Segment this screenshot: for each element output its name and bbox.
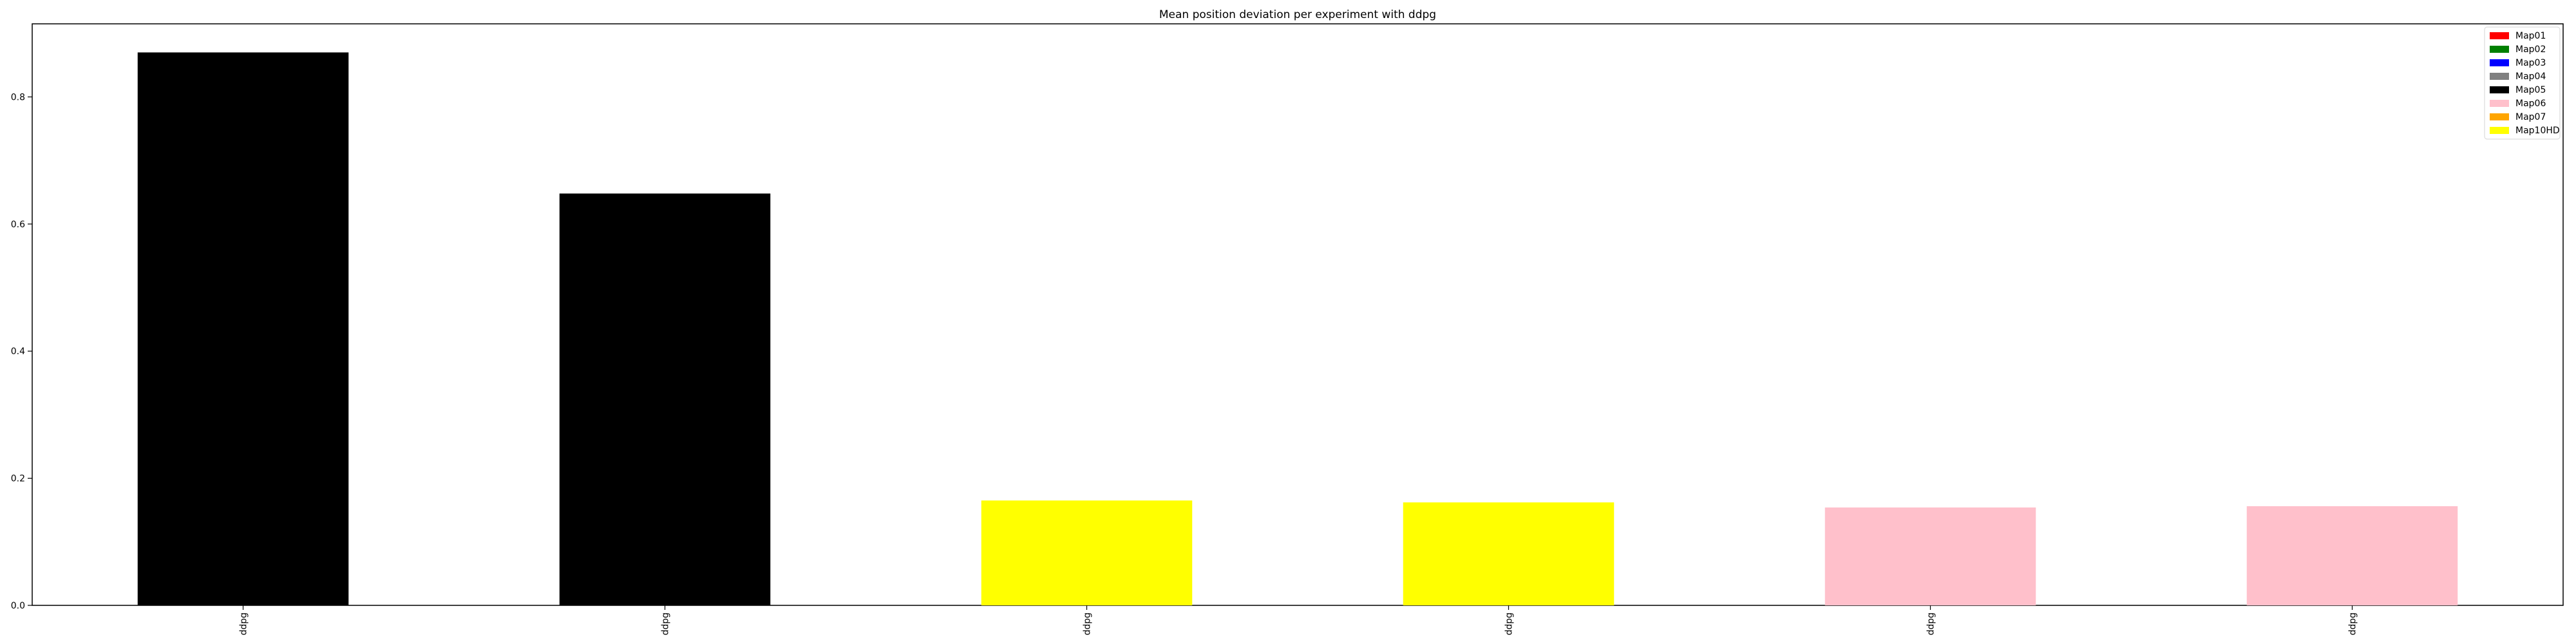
legend-label-map06: Map06 [2515,99,2546,109]
legend: Map01 Map02 Map03 Map04 Map05 Map06 Map07 Map10… [2484,26,2561,140]
y-tick-label: 0.6 [11,220,25,230]
y-tick-label: 0.0 [11,601,25,611]
x-tick-label: ddpg [661,612,671,636]
legend-label-map10hd: Map10HD [2515,126,2560,136]
x-tick-label: ddpg [1926,612,1937,636]
bar-5 [1824,507,2036,605]
y-axis: 0.0 0.2 0.4 0.6 0.8 [11,92,32,611]
legend-label-map02: Map02 [2515,44,2546,55]
legend-swatch-map01 [2490,32,2509,39]
legend-swatch-map03 [2490,59,2509,66]
legend-swatch-map10hd [2490,127,2509,134]
legend-swatch-map07 [2490,113,2509,120]
legend-label-map07: Map07 [2515,112,2546,122]
legend-label-map01: Map01 [2515,31,2546,41]
bar-4 [1403,502,1615,605]
plot-frame [32,23,2564,606]
legend-swatch-map05 [2490,86,2509,93]
y-tick-label: 0.2 [11,474,25,484]
legend-swatch-map06 [2490,100,2509,107]
legend-label-map05: Map05 [2515,85,2546,95]
y-tick-label: 0.4 [11,346,25,357]
legend-label-map03: Map03 [2515,58,2546,68]
x-axis: ddpg ddpg ddpg ddpg ddpg ddpg [239,605,2358,636]
legend-swatch-map02 [2490,46,2509,53]
legend-frame [2484,26,2561,140]
bar-3 [981,500,1193,605]
bars-layer [137,52,2458,605]
x-tick-label: ddpg [1504,612,1515,636]
bar-6 [2246,506,2458,605]
bar-1 [137,52,349,605]
bar-2 [559,193,771,605]
x-tick-label: ddpg [1083,612,1093,636]
x-tick-label: ddpg [239,612,249,636]
legend-swatch-map04 [2490,73,2509,80]
legend-label-map04: Map04 [2515,71,2546,82]
chart-title: Mean position deviation per experiment w… [1159,8,1436,21]
x-tick-label: ddpg [2348,612,2358,636]
y-tick-label: 0.8 [11,92,25,102]
